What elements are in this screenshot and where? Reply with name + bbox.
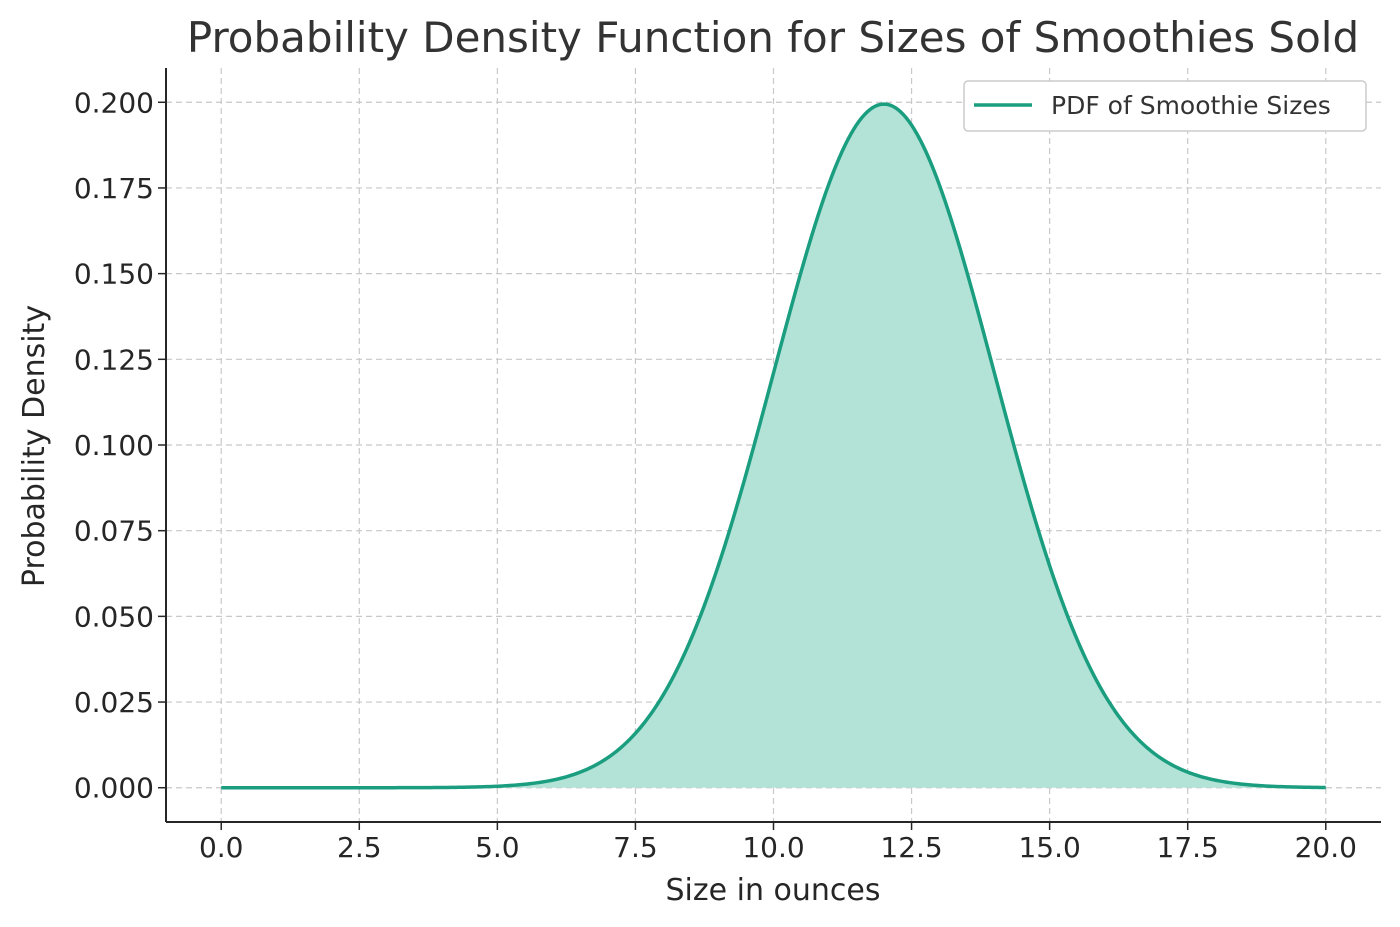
pdf-line (221, 102, 1326, 790)
legend: PDF of Smoothie Sizes (963, 80, 1367, 132)
x-tick-label: 5.0 (475, 831, 520, 864)
x-tick-label: 15.0 (1018, 831, 1080, 864)
x-tick-label: 20.0 (1295, 831, 1357, 864)
y-tick-label: 0.100 (74, 429, 154, 462)
legend-label: PDF of Smoothie Sizes (1051, 91, 1331, 120)
chart-title: Probability Density Function for Sizes o… (187, 13, 1359, 62)
ticks: 0.0 2.5 5.0 7.5 10.0 12.5 15.0 17.5 20.0 0.000 0.0… (74, 86, 1357, 864)
y-tick-label: 0.025 (74, 686, 154, 719)
y-tick-label: 0.200 (74, 86, 154, 119)
x-tick-label: 12.5 (880, 831, 942, 864)
legend-box (963, 80, 1367, 132)
x-tick-label: 0.0 (199, 831, 244, 864)
y-tick-label: 0.000 (74, 772, 154, 805)
y-tick-label: 0.125 (74, 343, 154, 376)
x-tick-label: 17.5 (1157, 831, 1219, 864)
x-tick-label: 10.0 (742, 831, 804, 864)
y-axis-label: Probability Density (17, 305, 52, 587)
y-tick-label: 0.150 (74, 258, 154, 291)
y-tick-label: 0.050 (74, 600, 154, 633)
x-axis-label: Size in ounces (666, 873, 881, 908)
y-tick-label: 0.075 (74, 515, 154, 548)
x-tick-label: 7.5 (613, 831, 658, 864)
x-tick-label: 2.5 (337, 831, 382, 864)
y-tick-label: 0.175 (74, 172, 154, 205)
pdf-area-fill (221, 104, 1326, 788)
